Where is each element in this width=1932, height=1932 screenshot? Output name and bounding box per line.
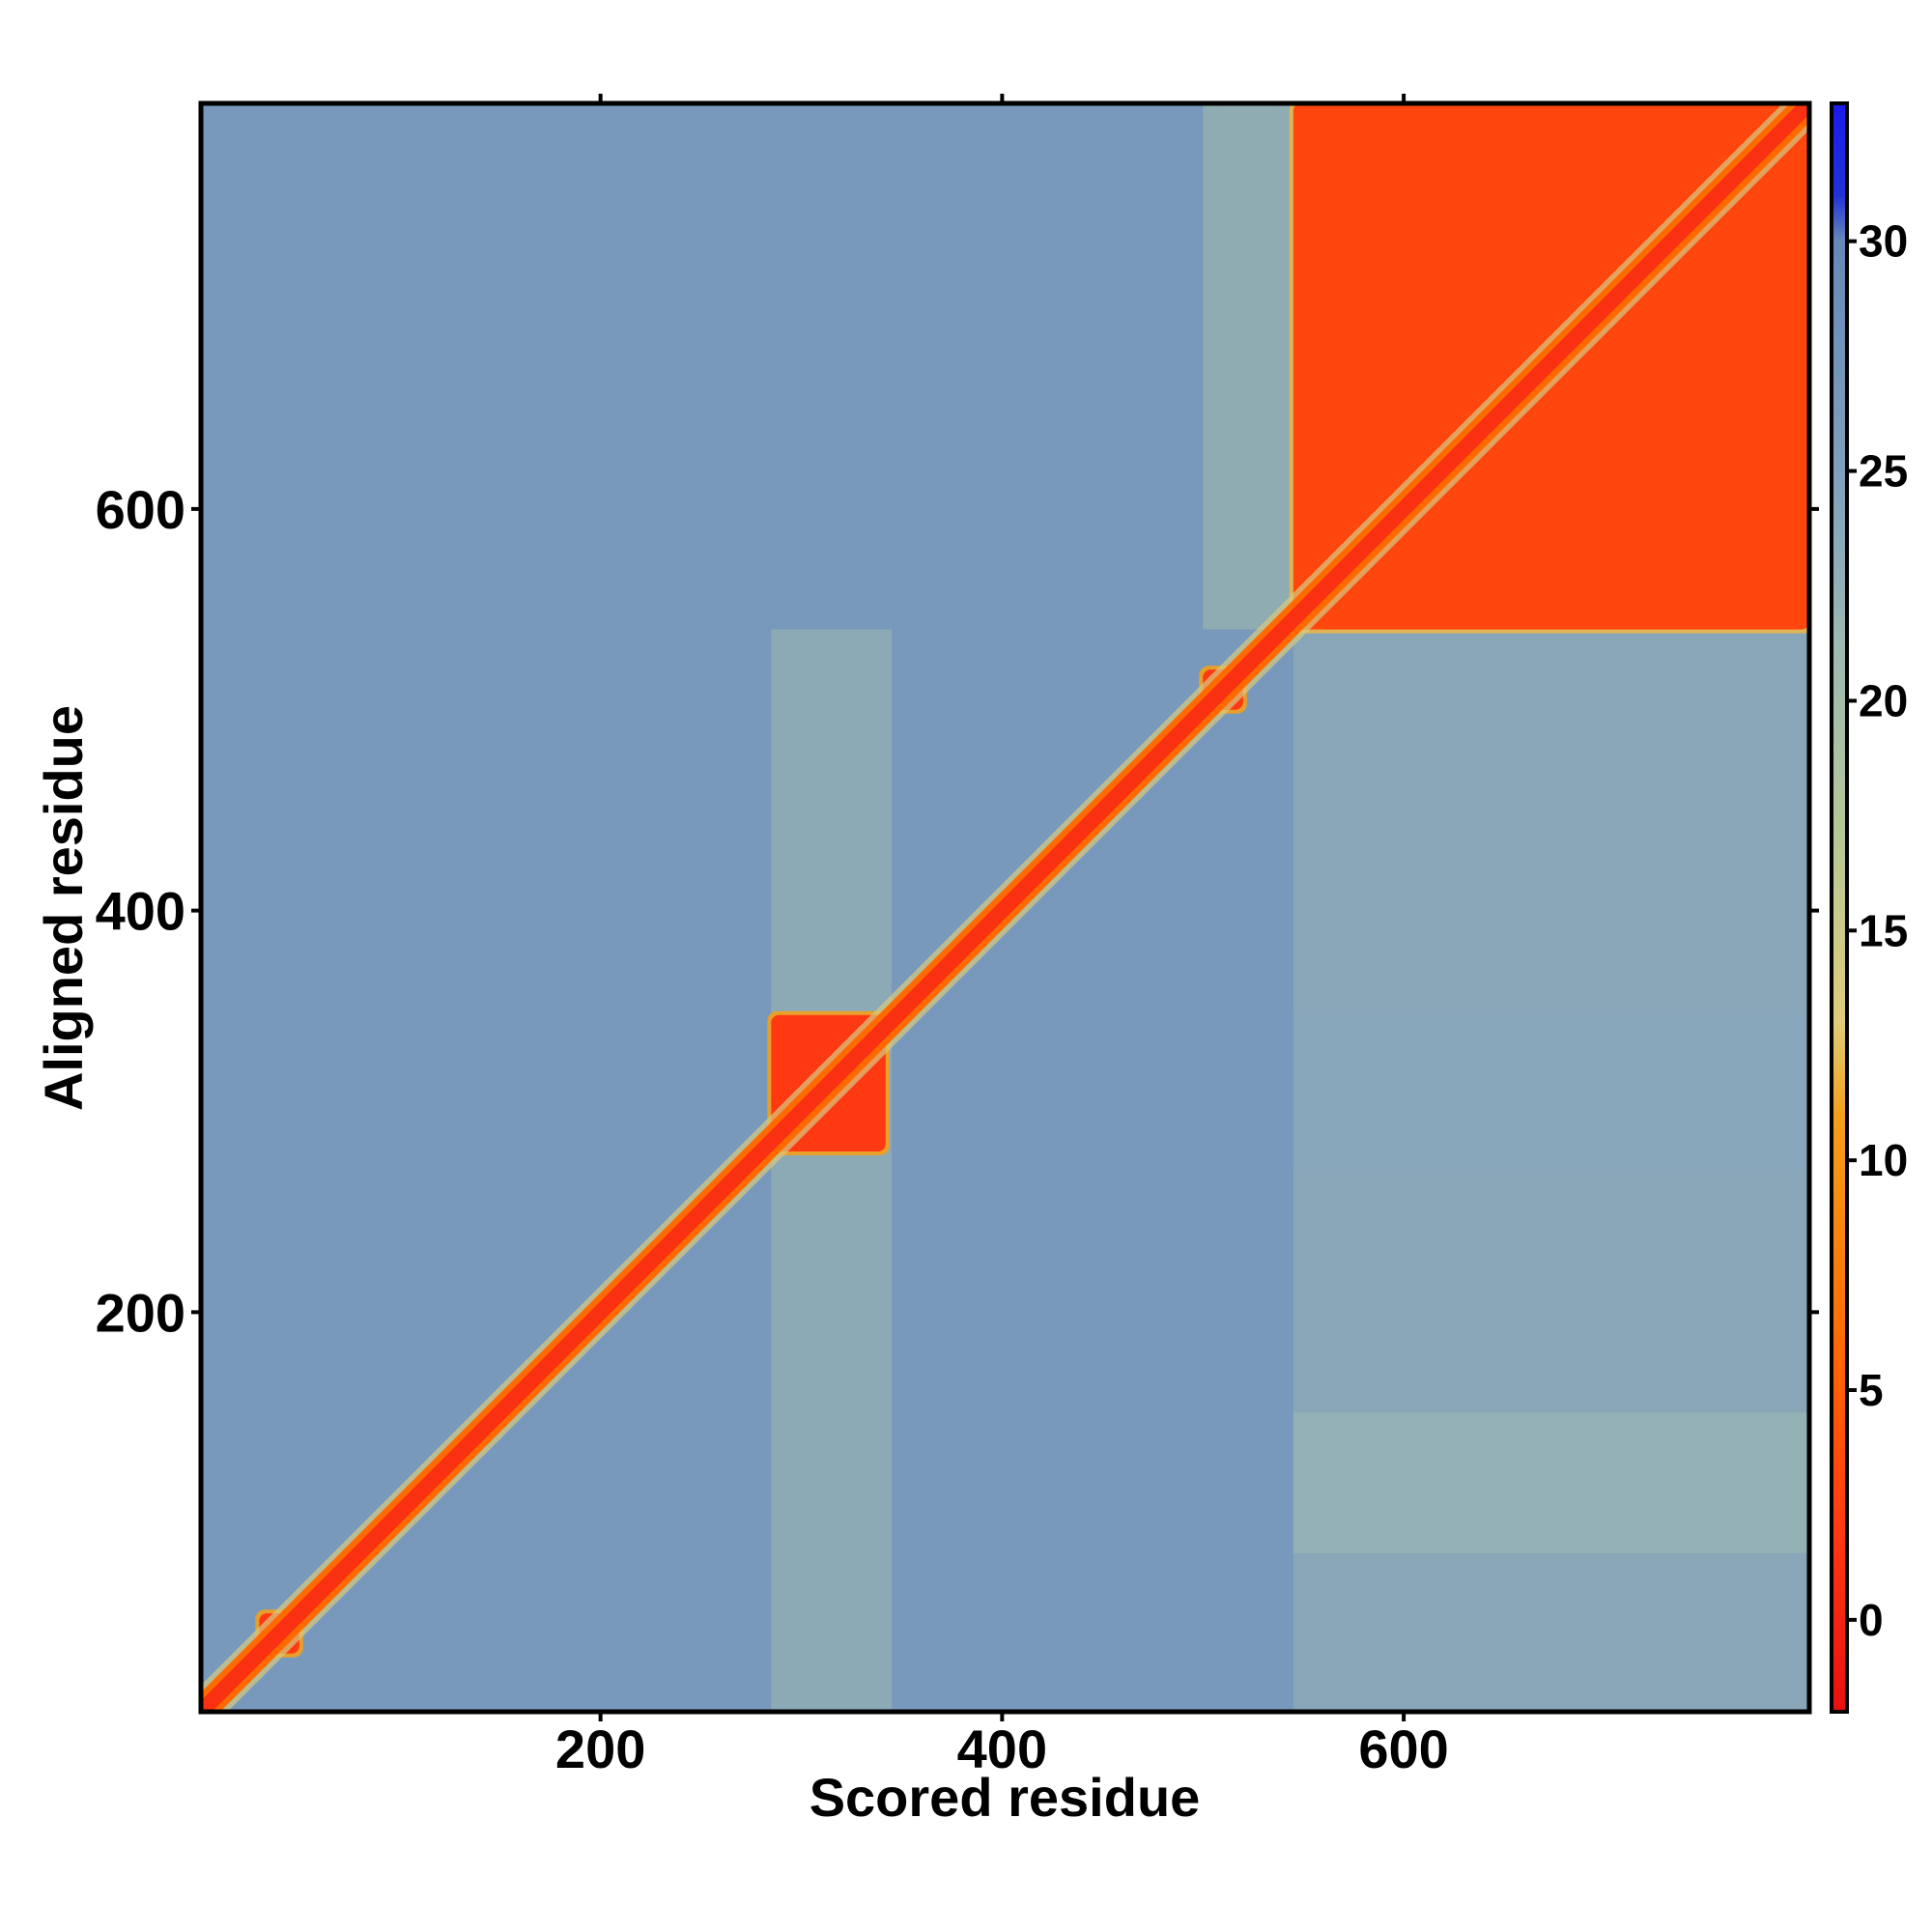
colorbar-tick-label: 15 (1859, 905, 1908, 955)
y-axis: 200 400 600 (96, 479, 1819, 1343)
colorbar: 0 5 10 15 20 25 30 (1830, 101, 1908, 1714)
colorbar-tick-label: 0 (1859, 1595, 1884, 1645)
colorbar-tick-label: 10 (1859, 1135, 1908, 1185)
x-tick-label: 200 (555, 1719, 645, 1779)
colorbar-fill (1832, 103, 1847, 1712)
plot-frame (198, 100, 1812, 1715)
y-tick-label: 600 (96, 479, 185, 540)
colorbar-tick-label: 5 (1859, 1365, 1884, 1415)
x-tick-label: 600 (1358, 1719, 1448, 1779)
y-tick-label: 200 (96, 1282, 185, 1343)
colorbar-tick-label: 20 (1859, 675, 1908, 725)
colorbar-ticks: 0 5 10 15 20 25 30 (1847, 216, 1908, 1645)
y-axis-title: Aligned residue (33, 705, 94, 1111)
heatmap-band-0 (771, 629, 893, 1712)
colorbar-tick-label: 25 (1859, 446, 1908, 497)
colorbar-frame (1830, 101, 1849, 1714)
heatmap-band-3 (1293, 1010, 1809, 1172)
colorbar-tick-label: 30 (1859, 216, 1908, 267)
plot-area (201, 103, 1809, 1712)
heatmap-bands (771, 103, 1809, 1712)
x-tick-label: 400 (957, 1719, 1047, 1779)
heatmap-diagonal-core (201, 103, 1809, 1712)
heatmap-band-1 (1203, 103, 1293, 630)
y-tick-label: 400 (96, 881, 185, 942)
x-axis-title: Scored residue (810, 1767, 1201, 1828)
heatmap-diagonal (201, 103, 1809, 1712)
x-axis: 200 400 600 (555, 94, 1449, 1779)
heatmap-band-4 (1293, 1412, 1809, 1553)
